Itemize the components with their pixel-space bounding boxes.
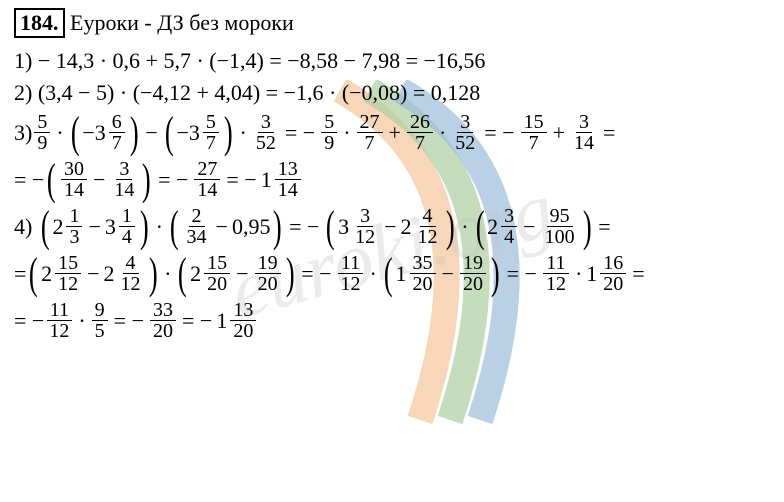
header-text: Еуроки - ДЗ без мороки xyxy=(70,10,294,35)
frac: 59 xyxy=(34,112,50,153)
header: 184. Еуроки - ДЗ без мороки xyxy=(14,8,770,38)
line-2: 2) (3,4 − 5) · (−4,12 + 4,04) = −1,6 · (… xyxy=(14,80,770,106)
line-1: 1) − 14,3 · 0,6 + 5,7 · (−1,4) = −8,58 −… xyxy=(14,48,770,74)
line-4b: = ( 21512 − 2412 ) · ( 21520 − 1920 ) = … xyxy=(14,253,770,294)
line-4c: = − 1112 · 95 = − 3320 = − 11320 xyxy=(14,300,770,341)
problem-number: 184. xyxy=(14,8,65,38)
line-4a: 4) ( 213 − 314 ) · ( 234 −0,95 ) = − ( 3… xyxy=(14,206,770,247)
lead-4: 4) xyxy=(14,214,32,240)
line-3b: = − ( 3014 − 314 ) = − 2714 = − 11314 xyxy=(14,159,770,200)
line-3a: 3) 59 · (− 367 ) − (− 357 ) · 352 = − 59… xyxy=(14,112,770,153)
math-document: 184. Еуроки - ДЗ без мороки 1) − 14,3 · … xyxy=(0,0,784,355)
lead-3: 3) xyxy=(14,120,32,146)
